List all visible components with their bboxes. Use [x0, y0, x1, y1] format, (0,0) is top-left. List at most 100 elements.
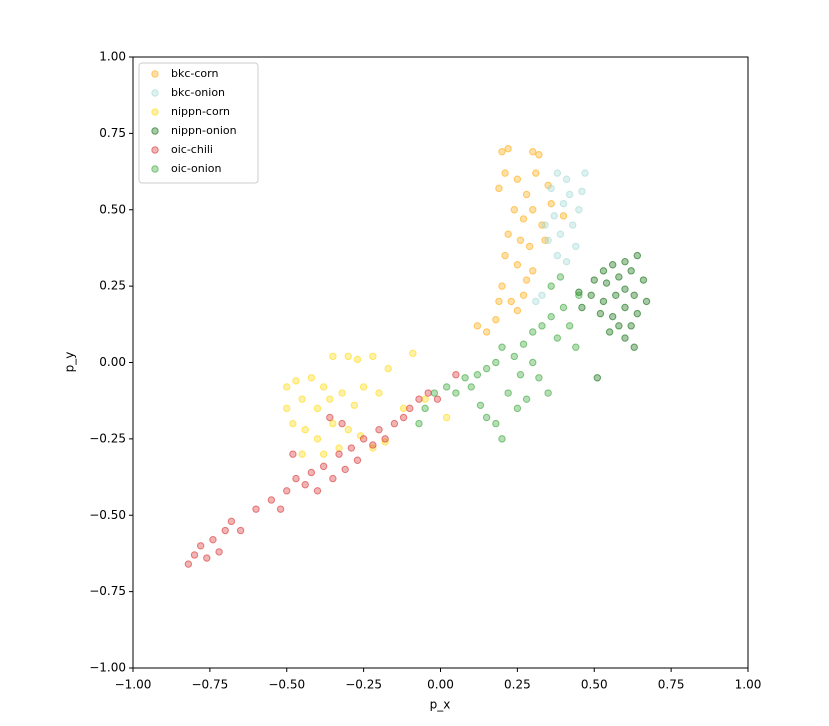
point	[562, 175, 571, 183]
legend-box	[138, 62, 259, 184]
point	[289, 419, 297, 428]
point	[492, 419, 500, 428]
point	[215, 548, 223, 556]
point	[513, 175, 522, 183]
x-tick-label: 0.00	[427, 678, 454, 692]
point	[338, 389, 346, 397]
point	[575, 206, 583, 214]
point	[642, 297, 651, 306]
point	[335, 444, 343, 452]
point	[504, 230, 512, 238]
point	[415, 419, 423, 428]
point	[572, 343, 580, 351]
point	[529, 358, 537, 367]
point	[578, 303, 586, 312]
point	[236, 526, 245, 535]
x-tick-label: −1.00	[115, 678, 152, 692]
point	[313, 487, 322, 495]
point	[621, 257, 629, 266]
point	[569, 221, 577, 229]
x-tick-label: −0.50	[268, 678, 305, 692]
point	[559, 212, 568, 220]
point	[359, 383, 368, 391]
point	[433, 395, 442, 403]
point	[319, 383, 328, 391]
point	[492, 316, 500, 324]
y-tick-label: −0.25	[89, 431, 126, 445]
point	[513, 261, 522, 269]
point	[498, 435, 506, 443]
point	[298, 395, 306, 403]
point	[381, 435, 389, 443]
point	[492, 358, 500, 367]
point	[341, 465, 349, 474]
point	[627, 267, 635, 275]
point	[504, 389, 512, 397]
point	[621, 334, 629, 342]
point	[627, 322, 635, 330]
point	[375, 389, 383, 397]
point	[516, 371, 525, 379]
point	[353, 456, 362, 464]
point	[578, 187, 586, 196]
point	[203, 554, 211, 562]
point	[184, 560, 193, 568]
point	[209, 535, 217, 544]
point	[292, 377, 300, 385]
point	[513, 306, 522, 315]
point	[621, 303, 629, 312]
point	[289, 450, 297, 458]
point	[221, 526, 229, 535]
point	[276, 505, 285, 513]
point	[547, 199, 555, 208]
point	[344, 352, 352, 361]
point	[406, 404, 414, 413]
point	[630, 291, 638, 299]
point	[498, 148, 506, 156]
plot-frame	[132, 56, 749, 669]
y-tick-label: −0.50	[89, 508, 126, 522]
x-tick-label: 0.50	[581, 678, 608, 692]
point	[510, 206, 518, 214]
legend-label: nippn-corn	[171, 105, 230, 118]
point	[501, 169, 509, 177]
legend-marker	[151, 89, 159, 97]
point	[482, 364, 491, 373]
point	[338, 419, 346, 428]
x-tick-label: 0.25	[504, 678, 531, 692]
x-tick-label: −0.25	[345, 678, 382, 692]
point	[541, 221, 549, 229]
point	[507, 297, 515, 306]
point	[596, 309, 605, 318]
y-tick-label: −1.00	[89, 661, 126, 675]
point	[609, 261, 617, 269]
point	[516, 236, 525, 245]
point	[301, 426, 309, 434]
point	[369, 352, 377, 361]
point	[529, 206, 537, 214]
point	[399, 404, 408, 413]
y-tick-label: 0.75	[99, 126, 126, 140]
point	[442, 383, 451, 391]
point	[621, 285, 629, 293]
point	[326, 395, 334, 403]
point	[375, 426, 383, 434]
legend-label: oic-chili	[171, 143, 213, 156]
point	[473, 322, 482, 330]
point	[283, 404, 291, 413]
point	[529, 267, 537, 275]
point	[347, 444, 356, 452]
x-tick-label: 0.75	[658, 678, 685, 692]
point	[553, 251, 562, 260]
point	[267, 496, 276, 504]
point	[252, 505, 260, 513]
point	[326, 413, 334, 422]
point	[532, 297, 540, 306]
x-axis-label: p_x	[430, 698, 451, 712]
point	[550, 212, 558, 220]
point	[504, 144, 512, 153]
point	[590, 276, 598, 284]
point	[384, 364, 392, 373]
point	[547, 312, 555, 321]
point	[547, 282, 555, 290]
